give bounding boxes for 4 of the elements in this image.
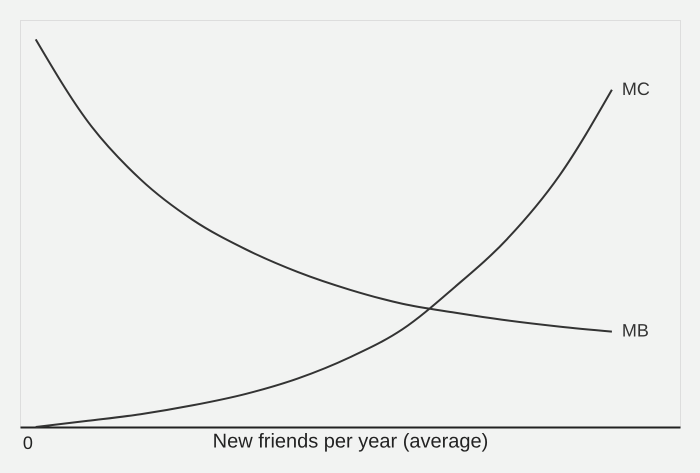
text: 0: [22, 433, 33, 453]
x-axis-title: New friends per year (average): [212, 430, 488, 452]
series-label: MC: [622, 78, 650, 99]
series-label: MB: [622, 320, 649, 341]
